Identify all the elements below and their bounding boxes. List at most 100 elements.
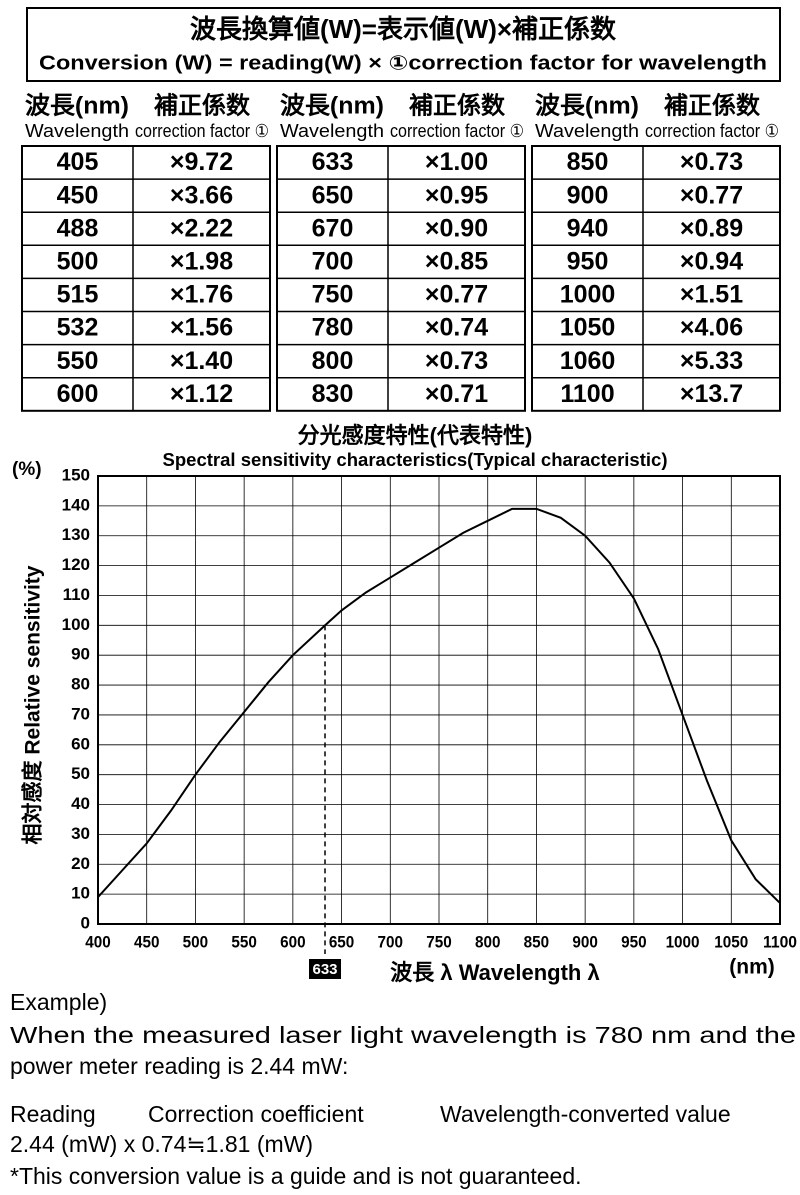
y-tick-label: 0 <box>81 913 90 932</box>
example-header: Correction coefficient <box>148 1101 364 1127</box>
x-tick-label: 1000 <box>666 932 700 951</box>
factor-cell: ×9.72 <box>170 148 233 176</box>
column-header-en: correction factor ① <box>135 121 269 141</box>
x-tick-label: 600 <box>280 932 306 951</box>
wavelength-cell: 600 <box>57 380 99 408</box>
wavelength-cell: 950 <box>567 247 609 275</box>
factor-cell: ×0.94 <box>680 247 743 275</box>
column-header-en: Wavelength <box>25 121 129 141</box>
wavelength-cell: 515 <box>57 281 99 309</box>
header-title: 波長換算値(W)=表示値(W)×補正係数 <box>190 14 617 44</box>
chart-title: 分光感度特性(代表特性) <box>298 423 533 448</box>
y-tick-label: 70 <box>71 704 90 723</box>
x-tick-label: 650 <box>329 932 355 951</box>
wavelength-cell: 532 <box>57 314 99 342</box>
example-line: power meter reading is 2.44 mW: <box>10 1053 348 1079</box>
factor-cell: ×3.66 <box>170 181 233 209</box>
wavelength-cell: 405 <box>57 148 99 176</box>
factor-cell: ×13.7 <box>680 380 743 408</box>
y-tick-label: 110 <box>63 585 90 604</box>
column-header-en: correction factor ① <box>390 121 524 141</box>
y-tick-label: 150 <box>62 465 90 484</box>
column-header: 波長(nm) <box>280 92 384 119</box>
wavelength-cell: 1100 <box>560 380 614 408</box>
column-header: 補正係数 <box>408 92 506 119</box>
y-tick-label: 30 <box>71 824 90 843</box>
x-tick-label: 900 <box>572 932 598 951</box>
wavelength-cell: 700 <box>312 247 354 275</box>
wavelength-cell: 550 <box>57 347 99 375</box>
factor-cell: ×1.12 <box>170 380 233 408</box>
wavelength-cell: 450 <box>57 181 99 209</box>
wavelength-cell: 633 <box>312 148 354 176</box>
column-header: 波長(nm) <box>25 92 129 119</box>
wavelength-cell: 500 <box>57 247 99 275</box>
example-note: *This conversion value is a guide and is… <box>10 1163 582 1189</box>
header-subtitle: Conversion (W) = reading(W) × ①correctio… <box>39 52 767 74</box>
y-tick-label: 100 <box>62 615 90 634</box>
y-tick-label: 10 <box>71 884 90 903</box>
x-tick-label: 700 <box>378 932 404 951</box>
factor-cell: ×1.76 <box>170 281 233 309</box>
factor-cell: ×2.22 <box>170 214 233 242</box>
x-tick-label: 1100 <box>763 932 797 951</box>
wavelength-cell: 488 <box>57 214 99 242</box>
example-line: When the measured laser light wavelength… <box>10 1022 796 1048</box>
example-formula: 2.44 (mW) x 0.74≒1.81 (mW) <box>10 1131 313 1157</box>
x-tick-label: 450 <box>134 932 160 951</box>
y-tick-label: 130 <box>62 525 90 544</box>
wavelength-cell: 1060 <box>560 347 616 375</box>
column-header: 波長(nm) <box>535 92 639 119</box>
y-unit: (%) <box>12 459 42 480</box>
factor-cell: ×0.77 <box>680 181 743 209</box>
factor-cell: ×0.71 <box>425 380 488 408</box>
factor-cell: ×1.00 <box>425 148 488 176</box>
wavelength-cell: 830 <box>312 380 354 408</box>
factor-cell: ×0.89 <box>680 214 743 242</box>
factor-cell: ×1.56 <box>170 314 233 342</box>
annotation-label: 633 <box>312 961 337 978</box>
x-unit: (nm) <box>729 956 775 979</box>
header-box <box>26 7 781 82</box>
factor-cell: ×5.33 <box>680 347 743 375</box>
column-header-en: Wavelength <box>280 121 384 141</box>
column-header-en: correction factor ① <box>645 121 779 141</box>
sensitivity-curve <box>97 507 781 904</box>
wavelength-cell: 1050 <box>560 314 616 342</box>
wavelength-cell: 940 <box>567 214 609 242</box>
factor-cell: ×0.95 <box>425 181 488 209</box>
y-tick-label: 120 <box>62 555 90 574</box>
y-tick-label: 60 <box>71 734 90 753</box>
x-tick-label: 400 <box>85 932 111 951</box>
chart-subtitle: Spectral sensitivity characteristics(Typ… <box>163 450 668 470</box>
factor-cell: ×0.73 <box>680 148 743 176</box>
factor-cell: ×0.90 <box>425 214 488 242</box>
y-tick-label: 40 <box>71 794 90 813</box>
x-tick-label: 950 <box>621 932 647 951</box>
factor-cell: ×0.74 <box>425 314 488 342</box>
column-header: 補正係数 <box>663 92 761 119</box>
y-tick-label: 80 <box>71 675 90 694</box>
example-header: Wavelength-converted value <box>440 1101 731 1127</box>
x-tick-label: 1050 <box>714 932 748 951</box>
factor-cell: ×0.77 <box>425 281 488 309</box>
factor-cell: ×4.06 <box>680 314 743 342</box>
x-tick-label: 500 <box>183 932 209 951</box>
column-header-en: Wavelength <box>535 121 639 141</box>
y-tick-label: 90 <box>71 645 90 664</box>
x-tick-label: 750 <box>426 932 452 951</box>
example-header: Reading <box>10 1101 96 1127</box>
x-axis-label: 波長 λ Wavelength λ <box>390 960 599 985</box>
wavelength-cell: 900 <box>567 181 609 209</box>
wavelength-cell: 1000 <box>560 281 616 309</box>
wavelength-cell: 780 <box>312 314 354 342</box>
wavelength-cell: 850 <box>567 148 609 176</box>
factor-cell: ×1.98 <box>170 247 233 275</box>
factor-cell: ×1.40 <box>170 347 233 375</box>
example-heading: Example) <box>10 989 107 1015</box>
factor-cell: ×1.51 <box>680 281 743 309</box>
wavelength-cell: 750 <box>312 281 354 309</box>
wavelength-cell: 650 <box>312 181 354 209</box>
y-axis-label: 相対感度 Relative sensitivity <box>21 565 45 844</box>
